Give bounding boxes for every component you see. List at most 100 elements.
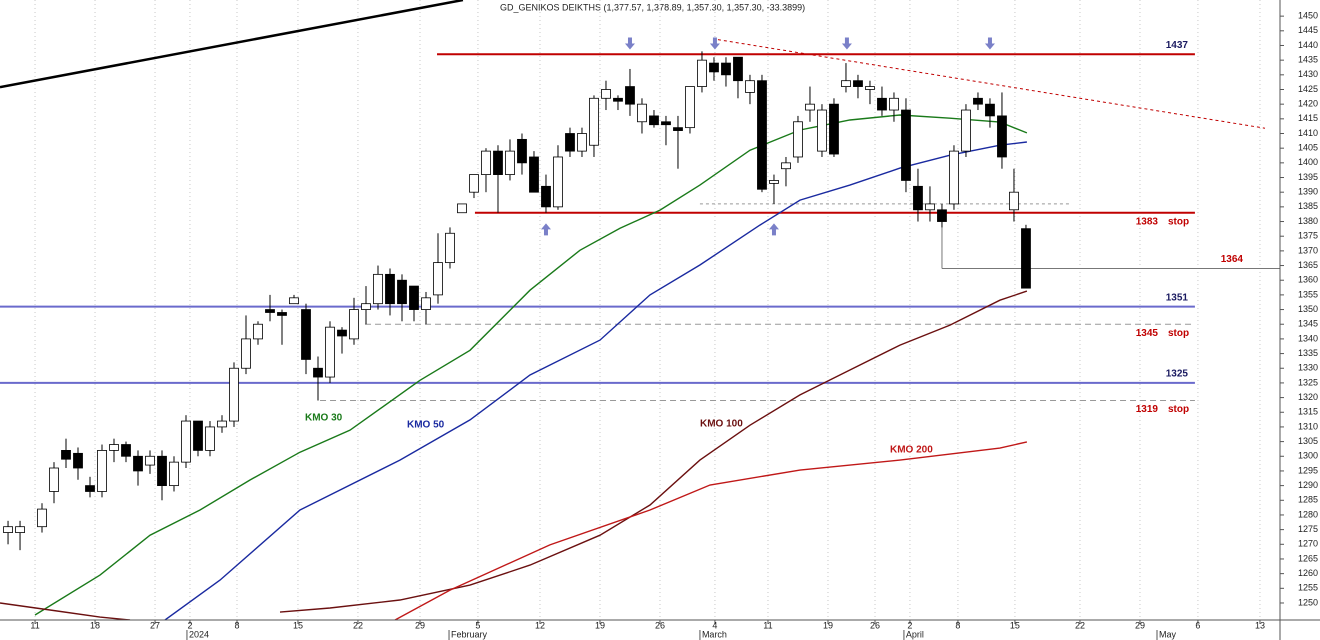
y-tick-label: 1445 <box>1298 25 1318 35</box>
candle-body <box>973 97 983 105</box>
candle-body <box>781 162 791 170</box>
y-tick-label: 1270 <box>1298 539 1318 549</box>
candle-body <box>793 121 803 158</box>
y-tick-label: 1425 <box>1298 84 1318 94</box>
x-tick-label: 8 <box>234 620 239 630</box>
x-tick-label: 4 <box>712 620 717 630</box>
candle-body <box>3 526 13 533</box>
x-tick-label: 2 <box>907 620 912 630</box>
candle-body <box>949 150 959 205</box>
level-label: 1325 <box>1166 369 1189 380</box>
y-tick-label: 1255 <box>1298 583 1318 593</box>
y-tick-label: 1390 <box>1298 187 1318 197</box>
x-tick-label: 22 <box>1075 620 1085 630</box>
candle-body <box>481 150 491 175</box>
x-tick-label: 11 <box>30 620 39 630</box>
level-label: 1351 <box>1166 292 1189 303</box>
x-tick-label: 22 <box>353 620 363 630</box>
candle-body <box>181 420 191 463</box>
candle-body <box>901 109 911 181</box>
candle-body <box>15 526 25 533</box>
y-tick-label: 1350 <box>1298 304 1318 314</box>
moving-average-line <box>34 114 1028 616</box>
candle-body <box>325 326 335 378</box>
x-tick-label: 26 <box>655 620 665 630</box>
level-note: stop <box>1168 404 1189 415</box>
candle-body <box>385 273 395 305</box>
y-tick-label: 1430 <box>1298 69 1318 79</box>
candle-body <box>661 121 671 126</box>
y-tick-label: 1345 <box>1298 319 1318 329</box>
candle-body <box>457 203 467 214</box>
candle-body <box>217 420 227 428</box>
candle-body <box>1009 191 1019 211</box>
y-tick-label: 1440 <box>1298 40 1318 50</box>
series-label: KMO 30 <box>305 413 343 424</box>
y-tick-label: 1275 <box>1298 524 1318 534</box>
candle-body <box>313 367 323 378</box>
y-tick-label: 1410 <box>1298 128 1318 138</box>
y-tick-label: 1385 <box>1298 201 1318 211</box>
candle-body <box>553 156 563 208</box>
level-label: 1319 <box>1136 404 1159 415</box>
month-label: March <box>702 629 727 639</box>
y-tick-label: 1370 <box>1298 245 1318 255</box>
y-tick-label: 1330 <box>1298 363 1318 373</box>
x-tick-label: 29 <box>415 620 425 630</box>
arrow <box>768 223 779 236</box>
y-tick-label: 1315 <box>1298 407 1318 417</box>
candle-body <box>649 115 659 126</box>
candle-body <box>757 80 767 190</box>
candle-body <box>361 303 371 310</box>
candle-body <box>853 80 863 87</box>
arrow <box>841 37 852 50</box>
candle-body <box>469 174 479 193</box>
candle-body <box>265 309 275 313</box>
level-label: 1364 <box>1221 254 1244 265</box>
candle-body <box>997 115 1007 158</box>
arrow <box>709 37 720 50</box>
candle-body <box>625 86 635 105</box>
chart-title: GD_GENIKOS DEIKTHS (1,377.57, 1,378.89, … <box>500 2 805 12</box>
y-tick-label: 1400 <box>1298 157 1318 167</box>
series-label: KMO 200 <box>890 445 933 456</box>
candle-body <box>529 156 539 193</box>
candle-body <box>613 97 623 102</box>
candle-body <box>421 297 431 310</box>
candle-body <box>517 138 527 164</box>
y-tick-label: 1295 <box>1298 465 1318 475</box>
y-tick-label: 1305 <box>1298 436 1318 446</box>
candle-body <box>73 452 83 469</box>
candle-body <box>193 420 203 451</box>
y-tick-label: 1265 <box>1298 553 1318 563</box>
y-tick-label: 1420 <box>1298 99 1318 109</box>
candle-body <box>709 62 719 73</box>
level-label: 1383 <box>1136 216 1159 227</box>
month-label: April <box>906 629 924 639</box>
candle-body <box>865 86 875 90</box>
candle-body <box>733 56 743 82</box>
candle-body <box>577 133 587 152</box>
candle-body <box>841 80 851 87</box>
candle-body <box>805 103 815 111</box>
candle-body <box>985 103 995 117</box>
candle-body <box>889 97 899 111</box>
candle-body <box>409 285 419 310</box>
candle-body <box>637 103 647 123</box>
y-tick-label: 1395 <box>1298 172 1318 182</box>
candle-body <box>277 312 287 316</box>
y-tick-label: 1290 <box>1298 480 1318 490</box>
y-tick-label: 1300 <box>1298 451 1318 461</box>
x-tick-label: 15 <box>293 620 303 630</box>
candle-body <box>49 467 59 492</box>
candle-body <box>397 279 407 305</box>
month-label: 2024 <box>189 629 209 639</box>
candle-body <box>745 80 755 93</box>
month-label: February <box>451 629 488 639</box>
y-tick-label: 1450 <box>1298 11 1318 21</box>
level-note: stop <box>1168 328 1189 339</box>
candle-body <box>541 185 551 208</box>
candle-body <box>337 329 347 337</box>
y-tick-label: 1325 <box>1298 377 1318 387</box>
